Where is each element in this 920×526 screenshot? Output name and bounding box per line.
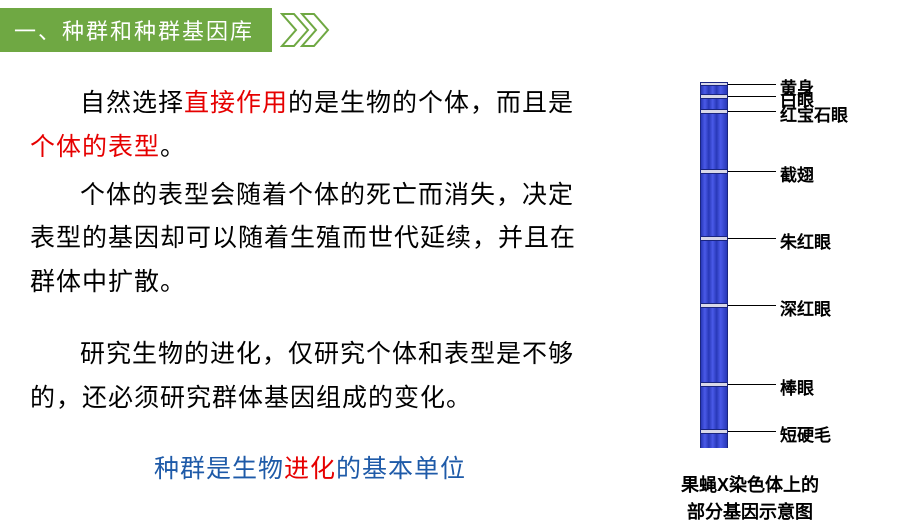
p1-text-a: 自然选择 bbox=[80, 90, 184, 117]
chevron-decoration bbox=[280, 12, 336, 48]
p1-highlight-b: 直接作用 bbox=[184, 90, 288, 117]
text-column: 自然选择直接作用的是生物的个体，而且是个体的表型。 个体的表型会随着个体的死亡而… bbox=[30, 82, 590, 492]
p4-text-c: 的基本单位 bbox=[336, 456, 466, 483]
gene-label: 红宝石眼 bbox=[780, 101, 848, 126]
leader-line bbox=[728, 238, 776, 239]
leader-line bbox=[728, 431, 776, 432]
title-text: 一、种群和种群基因库 bbox=[14, 19, 254, 44]
chromosome-segment bbox=[700, 308, 728, 382]
p1-text-c: 的是生物的个体，而且是 bbox=[288, 90, 574, 117]
chevron-icon bbox=[280, 12, 336, 48]
chromosome-segment bbox=[700, 86, 728, 94]
paragraph-1: 自然选择直接作用的是生物的个体，而且是个体的表型。 bbox=[30, 82, 590, 170]
gene-label: 截翅 bbox=[780, 161, 814, 186]
p4-text-a: 种群是生物 bbox=[154, 456, 284, 483]
gene-label: 深红眼 bbox=[780, 295, 831, 320]
main-content: 自然选择直接作用的是生物的个体，而且是个体的表型。 个体的表型会随着个体的死亡而… bbox=[0, 52, 920, 492]
chromosome-segment bbox=[700, 241, 728, 303]
gene-label: 棒眼 bbox=[780, 374, 814, 399]
chromosome-segment bbox=[700, 434, 728, 448]
leader-line bbox=[728, 305, 776, 306]
leader-line bbox=[728, 111, 776, 112]
conclusion-line: 种群是生物进化的基本单位 bbox=[30, 448, 590, 492]
chromosome-segment bbox=[700, 174, 728, 236]
p3-text: 研究生物的进化，仅研究个体和表型是不够的，还必须研究群体基因组成的变化。 bbox=[30, 341, 574, 412]
chromosome-segment bbox=[700, 99, 728, 109]
gene-label: 短硬毛 bbox=[780, 421, 831, 446]
chromosome-segment bbox=[700, 114, 728, 169]
leader-line bbox=[728, 96, 776, 97]
gene-label: 朱红眼 bbox=[780, 228, 831, 253]
leader-line bbox=[728, 84, 776, 85]
paragraph-2: 个体的表型会随着个体的死亡而消失，决定表型的基因却可以随着生殖而世代延续，并且在… bbox=[30, 174, 590, 305]
paragraph-3: 研究生物的进化，仅研究个体和表型是不够的，还必须研究群体基因组成的变化。 bbox=[30, 333, 590, 421]
leader-line bbox=[728, 384, 776, 385]
chromosome-diagram bbox=[700, 82, 728, 452]
chromosome-segment bbox=[700, 387, 728, 429]
leader-line bbox=[728, 171, 776, 172]
title-banner: 一、种群和种群基因库 bbox=[0, 8, 272, 52]
p2-text: 个体的表型会随着个体的死亡而消失，决定表型的基因却可以随着生殖而世代延续，并且在… bbox=[30, 182, 576, 297]
caption-line-2: 部分基因示意图 bbox=[687, 502, 813, 522]
caption-line-1: 果蝇X染色体上的 bbox=[681, 475, 819, 495]
diagram-column: 黄身白眼红宝石眼截翅朱红眼深红眼棒眼短硬毛 果蝇X染色体上的 部分基因示意图 bbox=[590, 82, 900, 492]
p1-highlight-d: 个体的表型 bbox=[30, 134, 160, 161]
p1-text-e: 。 bbox=[160, 134, 186, 161]
p4-highlight-b: 进化 bbox=[284, 456, 336, 483]
slide-header: 一、种群和种群基因库 bbox=[0, 0, 920, 52]
